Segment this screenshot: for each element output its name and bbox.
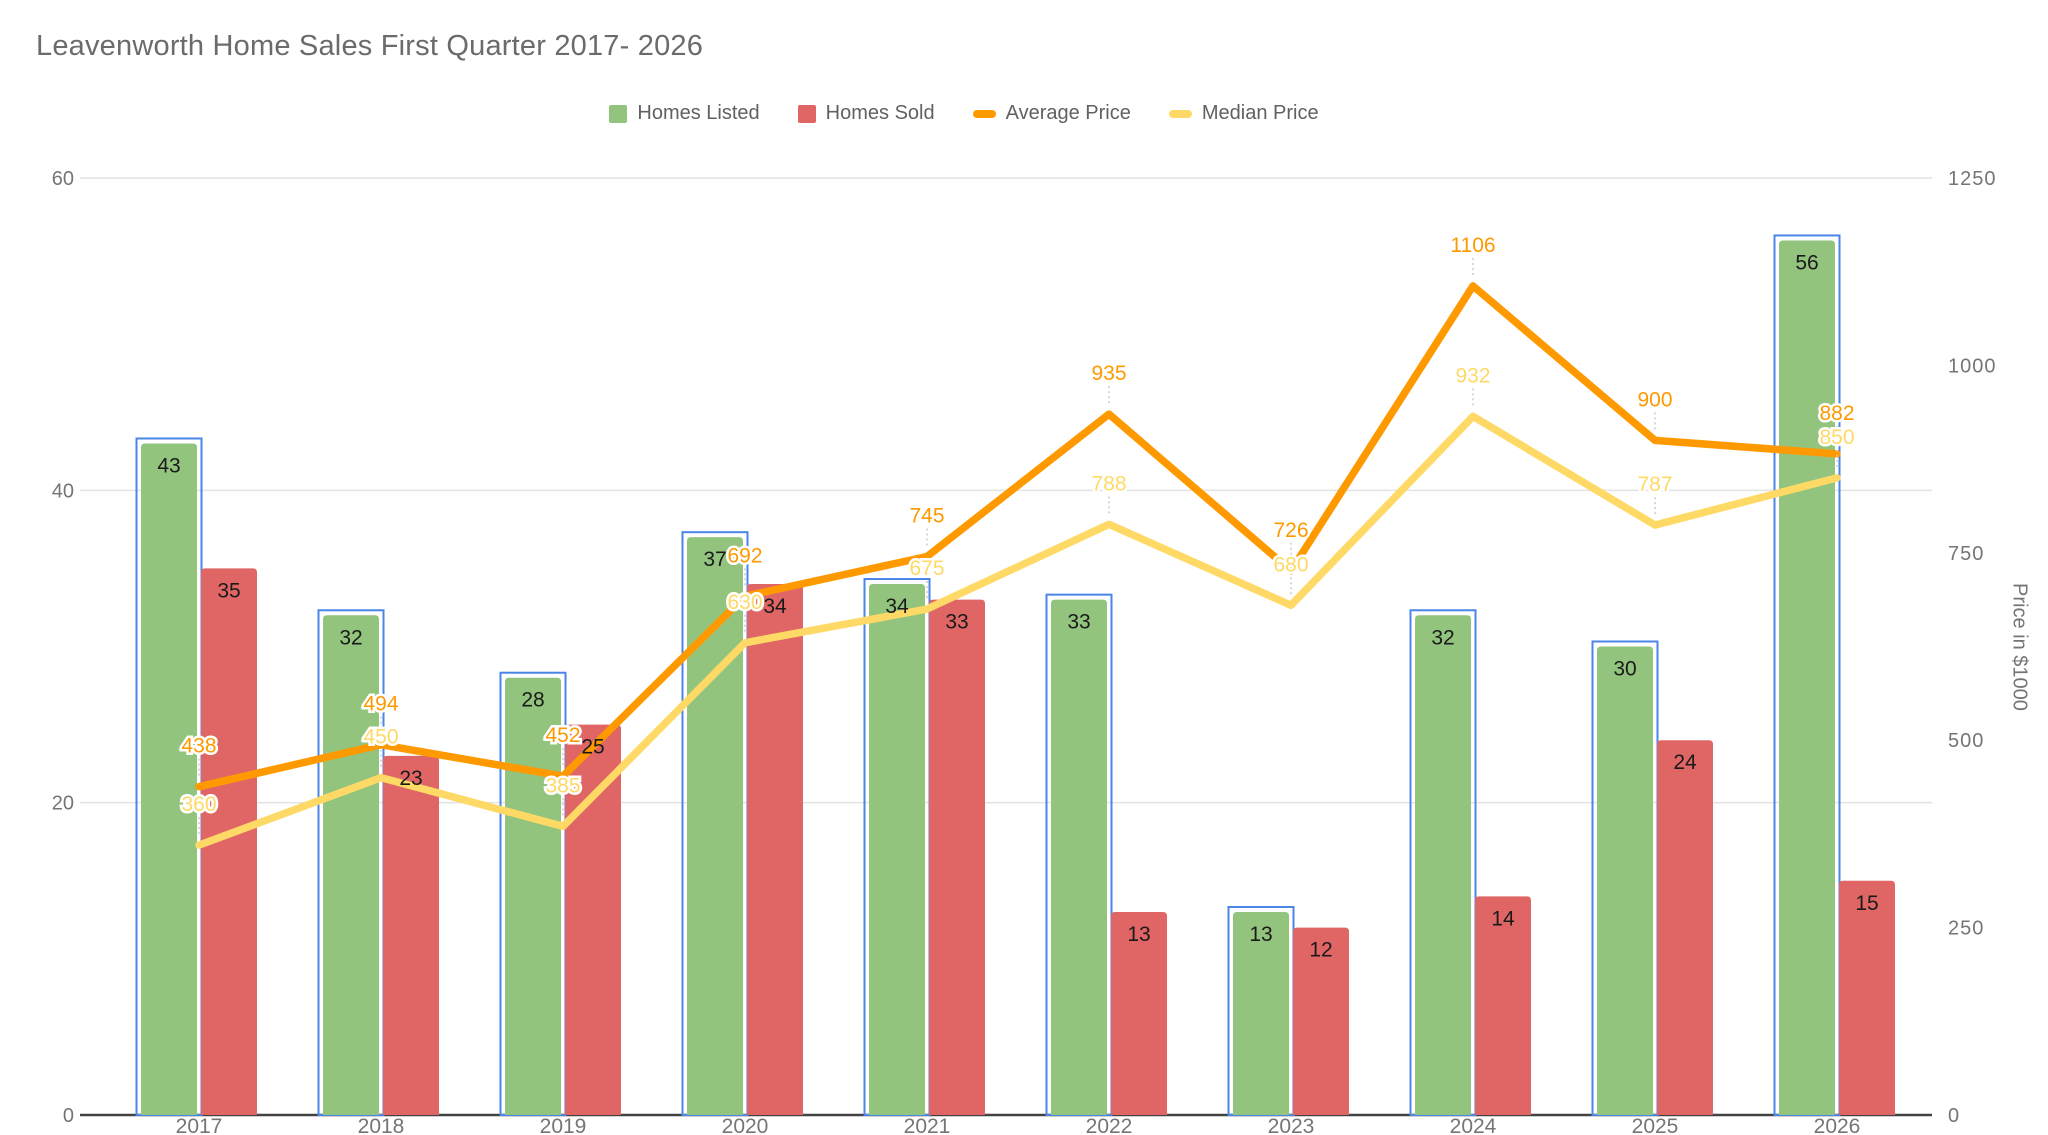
chart-title: Leavenworth Home Sales First Quarter 201… [36,30,704,62]
x-tick-2026: 2026 [1814,1115,1861,1135]
homes-sold-swatch-icon [797,104,816,123]
line-median-price[interactable] [195,412,1841,849]
bar-homes-sold-2020[interactable] [747,584,803,1115]
y-right-tick-250: 250 [1948,918,1984,940]
bar-label-homes-listed-2022: 33 [1067,611,1090,634]
bar-homes-listed-2022[interactable] [1051,599,1107,1115]
legend-label: Homes Sold [825,102,935,124]
legend-item-median-price[interactable]: Median Price [1168,102,1319,125]
bar-label-homes-listed-2021: 34 [885,595,909,618]
point-label-median-price-2017: 360 [181,793,216,816]
bar-homes-sold-2022[interactable] [1111,911,1167,1115]
y-left-tick-40: 40 [52,480,74,502]
y-left-tick-0: 0 [63,1105,74,1127]
average-price-swatch-icon [972,109,996,118]
bar-label-homes-listed-2024: 32 [1431,626,1454,649]
x-tick-2017: 2017 [176,1115,223,1135]
legend-item-homes-sold[interactable]: Homes Sold [797,102,935,125]
bar-homes-sold-2021[interactable] [929,599,985,1115]
point-label-average-price-2021: 745 [909,505,944,528]
bar-label-homes-sold-2017: 35 [217,579,240,602]
point-label-average-price-2019: 452 [545,724,580,747]
bar-label-homes-listed-2020: 37 [703,548,726,571]
bar-homes-sold-2023[interactable] [1293,927,1349,1115]
point-label-average-price-2023: 726 [1273,519,1308,542]
bar-homes-listed-2019[interactable] [505,677,561,1115]
bar-label-homes-sold-2020: 34 [763,595,787,618]
bar-homes-listed-2018[interactable] [323,615,379,1115]
bar-label-homes-listed-2017: 43 [157,454,180,477]
bar-label-homes-sold-2026: 15 [1855,892,1878,915]
bar-label-homes-listed-2026: 56 [1795,251,1818,274]
legend-label: Median Price [1201,102,1319,124]
right-axis-title: Price in $1000 [2008,582,2031,711]
point-label-median-price-2026: 850 [1819,426,1854,449]
line-average-price[interactable] [195,282,1841,791]
point-label-average-price-2026: 882 [1819,402,1854,425]
point-label-median-price-2020: 630 [727,591,762,614]
bar-label-homes-sold-2025: 24 [1673,751,1697,774]
bar-label-homes-sold-2019: 25 [581,736,604,759]
legend-label: Homes Listed [637,102,760,124]
point-label-median-price-2018: 450 [363,726,398,749]
bar-homes-listed-2023[interactable] [1233,911,1289,1115]
point-label-median-price-2019: 385 [545,774,580,797]
bar-label-homes-listed-2018: 32 [339,626,362,649]
y-right-tick-500: 500 [1948,730,1984,752]
y-right-tick-1000: 1000 [1948,355,1997,377]
y-left-tick-20: 20 [52,793,74,815]
point-label-average-price-2018: 494 [363,693,398,716]
x-tick-2022: 2022 [1086,1115,1133,1135]
bar-homes-listed-2021[interactable] [869,584,925,1115]
x-tick-2020: 2020 [722,1115,769,1135]
x-tick-2024: 2024 [1450,1115,1497,1135]
bar-homes-sold-2025[interactable] [1657,740,1713,1115]
bar-label-homes-sold-2021: 33 [945,611,968,634]
point-label-median-price-2022: 788 [1091,472,1126,495]
point-label-average-price-2022: 935 [1091,362,1126,385]
bar-label-homes-listed-2025: 30 [1613,658,1636,681]
bar-label-homes-sold-2018: 23 [399,767,422,790]
bar-label-homes-sold-2024: 14 [1491,907,1515,930]
bar-homes-sold-2026[interactable] [1839,880,1895,1115]
bar-homes-sold-2024[interactable] [1475,896,1531,1115]
bar-homes-sold-2018[interactable] [383,755,439,1115]
point-label-median-price-2023: 680 [1273,553,1308,576]
bar-label-homes-listed-2019: 28 [521,689,544,712]
bar-label-homes-sold-2023: 12 [1309,939,1332,962]
bar-homes-listed-2025[interactable] [1597,646,1653,1116]
bar-homes-listed-2026[interactable] [1779,240,1835,1115]
point-label-average-price-2024: 1106 [1450,234,1495,257]
x-tick-2021: 2021 [904,1115,951,1135]
point-label-median-price-2024: 932 [1455,364,1490,387]
x-tick-2025: 2025 [1632,1115,1679,1135]
x-tick-2018: 2018 [358,1115,405,1135]
y-right-tick-0: 0 [1948,1105,1960,1127]
bar-homes-listed-2020[interactable] [687,537,743,1115]
bar-label-homes-sold-2022: 13 [1127,923,1150,946]
bar-homes-listed-2017[interactable] [141,443,197,1115]
x-tick-2023: 2023 [1268,1115,1315,1135]
point-label-median-price-2025: 787 [1637,473,1672,496]
bar-homes-sold-2019[interactable] [565,724,621,1115]
point-label-average-price-2017: 438 [181,735,216,758]
legend: Homes Listed Homes Sold Average Price Media… [0,102,1928,125]
point-label-average-price-2025: 900 [1637,388,1672,411]
homes-listed-swatch-icon [609,104,628,123]
bar-label-homes-listed-2023: 13 [1249,923,1272,946]
point-label-average-price-2020: 692 [727,544,762,567]
legend-item-homes-listed[interactable]: Homes Listed [609,102,760,125]
legend-item-average-price[interactable]: Average Price [972,102,1131,125]
median-price-swatch-icon [1168,109,1192,118]
y-left-tick-60: 60 [52,168,74,190]
bar-homes-sold-2017[interactable] [201,568,257,1115]
legend-label: Average Price [1005,102,1131,124]
bar-homes-listed-2024[interactable] [1415,615,1471,1115]
y-right-tick-750: 750 [1948,543,1984,565]
x-tick-2019: 2019 [540,1115,587,1135]
point-label-median-price-2021: 675 [909,557,944,580]
y-right-tick-1250: 1250 [1948,168,1997,190]
